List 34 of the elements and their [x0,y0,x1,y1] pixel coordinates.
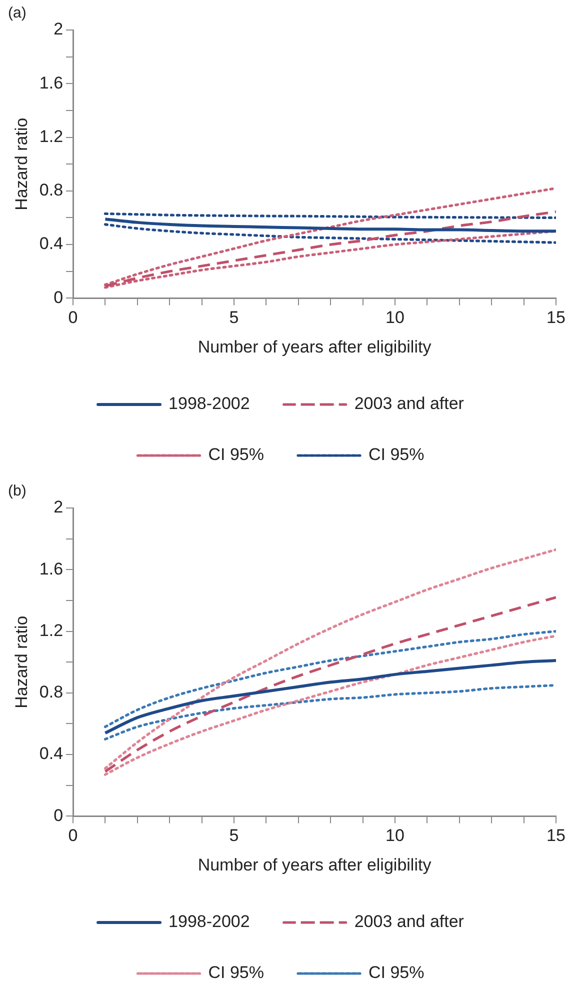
legend-label: 1998-2002 [168,912,250,932]
y-axis-title: Hazard ratio [12,616,31,708]
x-tick-label: 10 [386,308,404,328]
text: (b) [8,482,26,500]
x-axis-title: Number of years after eligibility [198,855,432,874]
y-tick-label: 2 [54,498,64,517]
y-tick-label: 1.6 [39,559,64,578]
x-tick-label: 5 [229,826,239,846]
legend-label: 1998-2002 [168,394,250,414]
y-tick-label: 1.6 [39,73,64,92]
legend-label: CI 95% [368,445,424,464]
y-tick-label: 0 [54,288,64,307]
x-tick-label: 15 [546,826,566,846]
y-tick-label: 0.8 [39,180,64,200]
x-tick-label: 0 [68,308,78,328]
y-tick-label: 0.8 [39,682,64,702]
y-axis-title: Hazard ratio [12,118,31,210]
x-tick-label: 5 [229,308,239,328]
y-tick-label: 0.4 [39,234,64,254]
legend-label: CI 95% [208,445,264,464]
x-axis-title: Number of years after eligibility [198,337,432,356]
legend-label: CI 95% [368,963,424,982]
x-tick-label: 10 [386,826,404,846]
text: (a) [8,4,26,22]
y-tick-label: 1.2 [39,620,64,640]
x-tick-label: 15 [546,308,566,328]
y-tick-label: 1.2 [39,126,64,146]
x-tick-label: 0 [68,826,78,846]
legend-label: CI 95% [208,963,264,982]
y-tick-label: 2 [54,20,64,39]
legend-label: 2003 and after [354,912,464,932]
legend-label: 2003 and after [354,394,464,414]
y-tick-label: 0 [54,806,64,825]
y-tick-label: 0.4 [39,744,64,764]
